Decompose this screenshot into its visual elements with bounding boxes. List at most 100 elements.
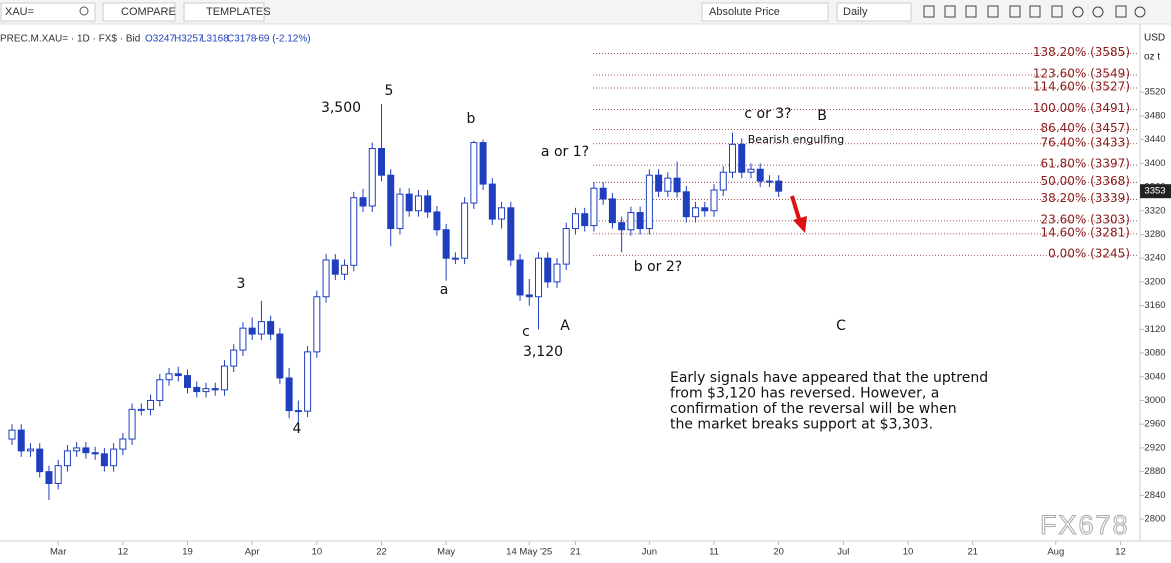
y-tick-label: 3400	[1144, 158, 1165, 169]
fib-label: 123.60% (3549)	[1033, 66, 1130, 80]
candle-body	[590, 187, 598, 227]
y-tick-label: 3480	[1144, 110, 1165, 121]
note-line: from $3,120 has reversed. However, a	[670, 386, 939, 402]
candle-body	[636, 212, 644, 230]
wave-label: c	[522, 324, 530, 340]
compare-button[interactable]	[102, 2, 176, 22]
interval-label: Daily	[843, 6, 868, 18]
plot: 2800 2840 2880 2920 2960 3000 3040 3080 3120 3160…	[0, 34, 1171, 558]
y-tick-label: 3080	[1144, 348, 1165, 359]
wave-label: C	[836, 318, 846, 334]
candle-body	[313, 296, 321, 353]
candle-body	[673, 177, 681, 193]
currency-label[interactable]: USD	[1144, 33, 1165, 44]
candle-body	[571, 213, 579, 230]
candle-body	[461, 202, 469, 259]
legend-item: L3168	[201, 34, 229, 45]
y-tick-label: 3440	[1144, 134, 1165, 145]
candle-body	[507, 207, 515, 261]
fib-label: 50.00% (3368)	[1041, 174, 1130, 188]
candle-body	[516, 259, 524, 296]
candle-body	[414, 195, 422, 212]
x-tick-label: 20	[773, 547, 784, 558]
candle-body	[267, 321, 275, 335]
y-tick-label: 3000	[1144, 395, 1165, 406]
candle-body	[165, 373, 173, 381]
legend-item: O3247	[145, 34, 175, 45]
candle-body	[91, 452, 99, 455]
fib-label: 61.80% (3397)	[1041, 157, 1130, 171]
y-tick-label: 3240	[1144, 253, 1165, 264]
note-line: the market breaks support at $3,303.	[670, 417, 933, 433]
wave-label: B	[817, 108, 827, 124]
candle-body	[276, 333, 284, 379]
note-line: Early signals have appeared that the upt…	[670, 370, 988, 386]
x-tick-label: Jul	[837, 547, 849, 558]
templates-button[interactable]	[183, 2, 265, 22]
legend-item: PREC.M.XAU= · 1D · FX$ · Bid	[0, 34, 140, 45]
candle-body	[128, 408, 136, 440]
wave-label: 3,120	[523, 344, 563, 360]
x-tick-label: May	[437, 547, 455, 558]
candle-body	[775, 180, 783, 192]
unit-label[interactable]: oz t	[1144, 52, 1160, 63]
wave-label: 3	[237, 276, 246, 292]
search-text: XAU=	[5, 6, 34, 18]
x-tick-label: 12	[1115, 547, 1126, 558]
candle-body	[285, 377, 293, 412]
candle-body	[350, 197, 358, 266]
x-tick-label: Aug	[1047, 547, 1064, 558]
y-tick-label: 3200	[1144, 276, 1165, 287]
candle-body	[119, 438, 127, 450]
search-icon[interactable]	[79, 6, 89, 16]
candle-body	[54, 465, 62, 484]
candle-body	[193, 386, 201, 393]
candle-body	[239, 327, 247, 351]
candle-body	[17, 429, 25, 452]
candle-body	[73, 447, 81, 452]
candle-body	[710, 189, 718, 212]
candle-body	[682, 191, 690, 218]
candle-body	[184, 375, 192, 388]
wave-label: 3,500	[321, 100, 361, 116]
candle-body	[45, 471, 53, 484]
candle-body	[535, 257, 543, 298]
fib-label: 23.60% (3303)	[1041, 212, 1130, 226]
last-price-tag	[1140, 184, 1171, 199]
candle-body	[608, 198, 616, 224]
wave-label: a	[440, 282, 449, 298]
arrow-head	[793, 216, 807, 233]
last-price-label: 3353	[1144, 186, 1165, 197]
candle-body	[498, 207, 506, 220]
candle-body	[765, 180, 773, 183]
candle-body	[257, 321, 265, 335]
y-tick-label: 2920	[1144, 442, 1165, 453]
toolbar-icons[interactable]	[923, 5, 1146, 18]
candle-body	[553, 263, 561, 283]
y-tick-label: 2800	[1144, 514, 1165, 525]
interval-select[interactable]	[836, 2, 912, 22]
legend-item: C3178	[227, 34, 257, 45]
legend-item: -69 (-2.12%)	[255, 34, 311, 45]
compare-label: COMPARE	[121, 6, 176, 18]
search-box[interactable]	[0, 2, 96, 22]
x-tick-label: Mar	[50, 547, 66, 558]
x-tick-label: 10	[312, 547, 323, 558]
wave-label: b	[467, 111, 476, 127]
candle-body	[738, 143, 746, 173]
x-tick-label: 11	[709, 547, 719, 558]
candle-body	[664, 177, 672, 192]
y-tick-label: 2840	[1144, 490, 1165, 501]
price-mode-select[interactable]	[701, 2, 829, 22]
candle-body	[405, 193, 413, 212]
templates-label: TEMPLATES	[206, 6, 271, 18]
candle-body	[174, 373, 182, 377]
x-tick-label: 10	[903, 547, 914, 558]
candle-body	[8, 429, 16, 440]
wave-label: b or 2?	[634, 259, 682, 275]
candle-body	[544, 257, 552, 283]
candle-body	[756, 168, 764, 182]
candle-body	[36, 448, 44, 473]
candle-body	[599, 187, 607, 200]
candle-body	[451, 257, 459, 260]
